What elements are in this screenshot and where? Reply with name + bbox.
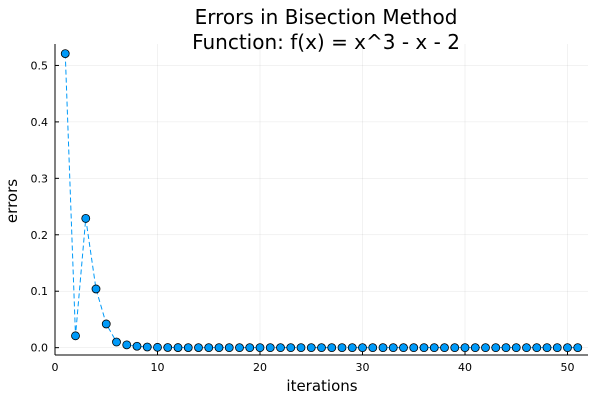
x-tick-label: 50	[561, 361, 575, 374]
data-point	[306, 343, 316, 353]
data-point	[327, 343, 337, 353]
data-point	[460, 343, 470, 353]
y-tick-label: 0.3	[31, 172, 49, 185]
chart-title: Errors in Bisection Method	[195, 5, 458, 29]
data-point	[224, 343, 234, 353]
x-tick-label: 0	[52, 361, 59, 374]
data-point	[388, 343, 398, 353]
data-point	[358, 343, 367, 353]
data-point	[265, 343, 275, 353]
y-tick-label: 0.5	[31, 59, 49, 72]
tick-labels: 0 10 20 30 40 50 0.0 0.1 0.2 0.3 0.4 0.5	[31, 59, 575, 374]
data-point	[347, 343, 357, 353]
data-point	[419, 343, 429, 353]
x-tick-label: 40	[458, 361, 472, 374]
data-point	[501, 343, 511, 353]
data-point	[71, 331, 80, 341]
data-point	[81, 214, 91, 223]
data-point	[563, 343, 572, 353]
y-tick-label: 0.1	[31, 285, 49, 298]
data-point	[214, 343, 224, 353]
data-point	[511, 343, 521, 353]
data-point	[194, 343, 203, 353]
data-point	[286, 343, 296, 353]
data-point	[204, 343, 214, 353]
data-points	[60, 49, 583, 353]
data-point	[60, 49, 70, 58]
y-tick-label: 0.0	[31, 342, 49, 355]
data-point	[450, 343, 460, 353]
data-point	[409, 343, 419, 353]
axes	[54, 44, 588, 356]
data-point	[481, 343, 490, 353]
y-axis-label: errors	[3, 179, 21, 223]
data-point	[378, 343, 388, 353]
data-point	[440, 343, 449, 353]
data-point	[532, 343, 542, 353]
data-point	[101, 319, 111, 329]
x-tick-label: 20	[253, 361, 267, 374]
data-point	[173, 343, 183, 352]
data-point	[573, 343, 583, 353]
x-axis-label: iterations	[286, 377, 357, 395]
x-tick-label: 10	[151, 361, 165, 374]
data-point	[112, 337, 121, 347]
data-point	[183, 343, 193, 353]
data-point	[296, 343, 306, 353]
data-point	[153, 342, 162, 352]
data-point	[399, 343, 408, 353]
data-point	[142, 342, 152, 352]
data-point	[491, 343, 501, 353]
data-point	[163, 343, 173, 352]
data-point	[235, 343, 244, 353]
data-point	[317, 343, 326, 353]
data-point	[429, 343, 439, 353]
data-point	[522, 343, 531, 353]
data-point	[368, 343, 378, 353]
y-tick-label: 0.4	[31, 116, 49, 129]
data-point	[552, 343, 562, 353]
data-point	[542, 343, 552, 353]
y-tick-label: 0.2	[31, 229, 49, 242]
data-point	[470, 343, 480, 353]
data-point	[276, 343, 285, 353]
data-point	[255, 343, 265, 353]
data-point	[122, 340, 132, 350]
data-point	[245, 343, 255, 353]
x-tick-label: 30	[356, 361, 370, 374]
data-point	[91, 284, 101, 294]
data-point	[337, 343, 347, 353]
chart-subtitle: Function: f(x) = x^3 - x - 2	[192, 30, 460, 54]
data-point	[132, 341, 142, 351]
